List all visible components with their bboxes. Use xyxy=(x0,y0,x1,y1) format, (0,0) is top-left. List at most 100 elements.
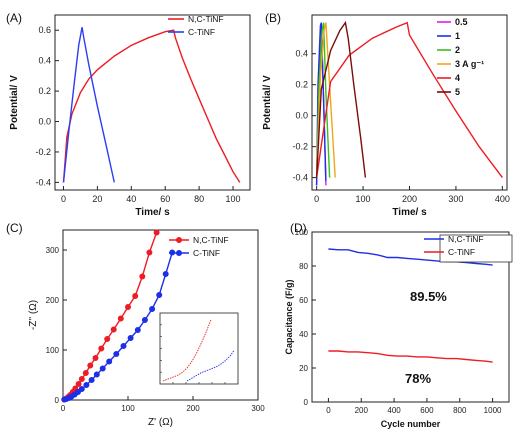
data-point xyxy=(132,292,139,299)
x-tick-label: 0 xyxy=(326,406,331,415)
data-point xyxy=(92,354,99,361)
data-point xyxy=(125,303,132,310)
data-point xyxy=(99,365,106,372)
y-tick-label: -0.2 xyxy=(35,147,51,157)
data-point xyxy=(134,326,141,333)
legend-label: N,C-TiNF xyxy=(193,235,229,245)
y-axis-title: Capacitance (F/g) xyxy=(284,279,294,354)
data-point xyxy=(146,249,153,256)
chart-panel-1: (A) 0 20 40 60 80 100 -0.4 -0.2 0.0 0.2 0.4 0.6 Time/… xyxy=(6,11,251,218)
legend-label: 4 xyxy=(455,73,460,83)
x-tick-label: 600 xyxy=(420,406,434,415)
legend-label: 0.5 xyxy=(455,17,468,27)
data-point xyxy=(162,270,169,277)
data-point xyxy=(149,305,156,312)
panel-label: (A) xyxy=(6,11,22,25)
data-point xyxy=(153,229,160,236)
x-axis-title: Time/ s xyxy=(135,207,170,218)
y-tick-label: 0 xyxy=(55,396,60,405)
data-point xyxy=(75,388,82,395)
x-tick-label: 100 xyxy=(121,404,135,413)
y-tick-label: -0.4 xyxy=(292,173,308,183)
x-tick-label: 200 xyxy=(186,404,200,413)
x-tick-label: 100 xyxy=(356,194,371,204)
x-tick-label: 300 xyxy=(448,194,463,204)
y-tick-label: 0.6 xyxy=(38,25,51,35)
legend-label: C-TiNF xyxy=(188,27,215,37)
data-point xyxy=(141,316,148,323)
plot-frame xyxy=(54,14,251,191)
data-point xyxy=(120,342,127,349)
legend-label: 5 xyxy=(455,87,460,97)
y-tick-label: 0.0 xyxy=(38,117,51,127)
chart-panel-2: (B) 0 100 200 300 400 -0.4 -0.2 0.0 0.2 0.4 Time/ s… xyxy=(262,11,510,218)
y-tick-label: 0.0 xyxy=(295,111,308,121)
data-point xyxy=(83,381,90,388)
series-line-5 xyxy=(315,21,503,179)
x-tick-label: 0 xyxy=(61,404,66,413)
x-tick-label: 400 xyxy=(495,194,510,204)
chart-panel-4: (D) 0 200 400 600 800 1000 0 20 40 60 80 100 Cycle nu… xyxy=(284,221,513,429)
data-point xyxy=(93,371,100,378)
x-tick-label: 0 xyxy=(314,194,319,204)
x-tick-label: 100 xyxy=(226,194,241,204)
legend-label: 1 xyxy=(455,31,460,41)
legend-label: N,C-TiNF xyxy=(448,234,484,244)
x-tick-label: 200 xyxy=(402,194,417,204)
y-tick-label: 0.2 xyxy=(38,86,51,96)
data-point xyxy=(113,350,120,357)
data-point xyxy=(156,291,163,298)
plot-frame xyxy=(62,229,259,401)
legend-label: N,C-TiNF xyxy=(188,14,224,24)
x-tick-label: 800 xyxy=(453,406,467,415)
y-tick-label: 0.4 xyxy=(295,49,308,59)
x-tick-label: 200 xyxy=(355,406,369,415)
series-line-2 xyxy=(62,27,115,183)
y-tick-label: 20 xyxy=(299,364,308,373)
series-line-6 xyxy=(315,20,367,178)
legend-box xyxy=(439,234,513,263)
plot-frame xyxy=(311,14,508,191)
x-axis-title: Z' (Ω) xyxy=(148,417,173,428)
panel-label: (D) xyxy=(290,221,307,235)
legend-label: 3 A g⁻¹ xyxy=(455,59,484,69)
x-axis-title: Time/ s xyxy=(392,207,427,218)
series-line-1 xyxy=(63,232,158,400)
panel-label: (B) xyxy=(265,11,281,25)
y-tick-label: 0.4 xyxy=(38,56,51,66)
data-point xyxy=(88,376,95,383)
series-line-2 xyxy=(315,22,327,186)
series-line-2 xyxy=(328,350,493,363)
y-tick-label: 80 xyxy=(299,262,308,271)
legend-label: C-TiNF xyxy=(448,247,475,257)
y-tick-label: -0.2 xyxy=(292,142,308,152)
series-line-1 xyxy=(62,29,241,183)
annotation-label: 78% xyxy=(405,371,431,386)
legend-label: 2 xyxy=(455,45,460,55)
data-point xyxy=(82,369,89,376)
data-point xyxy=(98,345,105,352)
data-point xyxy=(78,375,85,382)
series-line-1 xyxy=(328,248,493,266)
y-axis-title: -Z'' (Ω) xyxy=(28,300,39,330)
data-point xyxy=(106,358,113,365)
x-tick-label: 40 xyxy=(126,194,136,204)
x-tick-label: 0 xyxy=(61,194,66,204)
y-tick-label: 200 xyxy=(46,296,60,305)
y-tick-label: 100 xyxy=(46,346,60,355)
legend-label: C-TiNF xyxy=(193,248,220,258)
data-point xyxy=(75,380,82,387)
y-axis-title: Potential/ V xyxy=(9,75,20,130)
x-tick-label: 300 xyxy=(251,404,265,413)
data-point xyxy=(117,315,124,322)
series-line-4 xyxy=(315,22,336,178)
y-tick-label: -0.4 xyxy=(35,177,51,187)
y-tick-label: 0 xyxy=(304,398,309,407)
annotation-label: 89.5% xyxy=(410,289,447,304)
x-tick-label: 60 xyxy=(160,194,170,204)
data-point xyxy=(87,362,94,369)
y-tick-label: 40 xyxy=(299,330,308,339)
legend-marker xyxy=(176,250,182,256)
data-point xyxy=(78,385,85,392)
data-point xyxy=(110,326,117,333)
